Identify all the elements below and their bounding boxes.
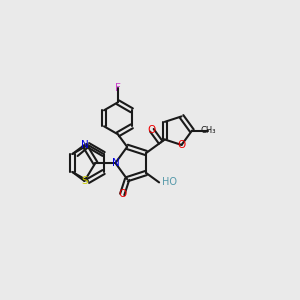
Text: HO: HO bbox=[162, 177, 177, 188]
Text: F: F bbox=[115, 83, 121, 93]
Text: N: N bbox=[112, 158, 119, 168]
Text: O: O bbox=[177, 140, 186, 150]
Text: S: S bbox=[81, 176, 88, 186]
Text: CH₃: CH₃ bbox=[200, 126, 216, 135]
Text: O: O bbox=[148, 125, 156, 135]
Text: N: N bbox=[80, 140, 88, 150]
Text: O: O bbox=[118, 189, 126, 200]
